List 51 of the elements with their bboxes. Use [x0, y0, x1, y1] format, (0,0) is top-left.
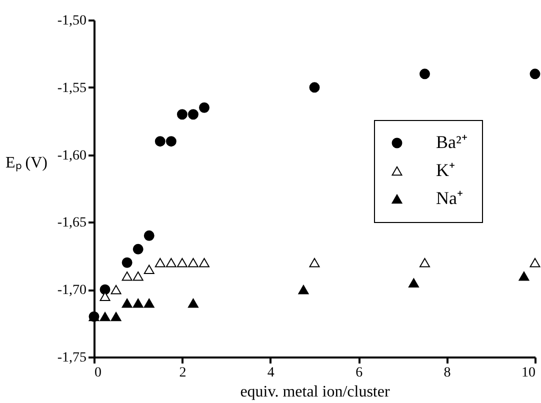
legend-label: Ba²⁺	[436, 132, 468, 152]
point	[199, 102, 210, 113]
point	[166, 258, 176, 268]
y-tick-label: -1,70	[57, 283, 86, 298]
point	[188, 258, 198, 268]
point	[309, 82, 320, 93]
y-tick-label: -1,55	[57, 80, 86, 96]
point	[309, 258, 320, 268]
y-tick-label: -1,75	[57, 350, 86, 366]
point	[166, 136, 176, 147]
point	[132, 272, 144, 281]
point	[144, 264, 154, 274]
point	[110, 312, 122, 322]
point	[408, 278, 419, 288]
x-tick-label: 2	[179, 366, 186, 380]
point	[154, 136, 166, 147]
point	[132, 244, 144, 254]
point	[144, 298, 154, 308]
point	[420, 68, 430, 80]
x-tick-label: 10	[522, 366, 536, 380]
point	[122, 298, 132, 308]
y-axis-title: Eₚ (V)	[6, 154, 48, 172]
point	[122, 257, 132, 268]
point	[298, 284, 309, 294]
point	[530, 68, 540, 80]
point	[100, 312, 110, 322]
point	[518, 272, 530, 281]
point	[122, 272, 132, 281]
point	[154, 258, 166, 268]
point	[176, 109, 188, 120]
y-tick-label: -1,50	[57, 14, 86, 28]
x-tick-label: 0	[94, 366, 102, 380]
point	[100, 284, 110, 295]
point	[144, 230, 154, 241]
y-tick-label: -1,60	[57, 148, 86, 164]
legend-label: K⁺	[436, 160, 455, 180]
point	[199, 258, 210, 268]
legend-label: Na⁺	[436, 188, 463, 208]
point	[188, 109, 198, 120]
point	[420, 258, 430, 268]
point	[132, 298, 144, 308]
y-tick-label: -1,65	[57, 216, 86, 231]
point	[100, 292, 110, 301]
point	[110, 284, 122, 294]
point	[530, 258, 540, 268]
point	[176, 258, 188, 268]
x-tick-label: 4	[267, 366, 274, 380]
x-tick-label: 6	[356, 366, 363, 380]
point	[188, 298, 198, 308]
x-axis-title: equiv. metal ion/cluster	[240, 384, 390, 400]
x-tick-label: 8	[444, 366, 451, 380]
